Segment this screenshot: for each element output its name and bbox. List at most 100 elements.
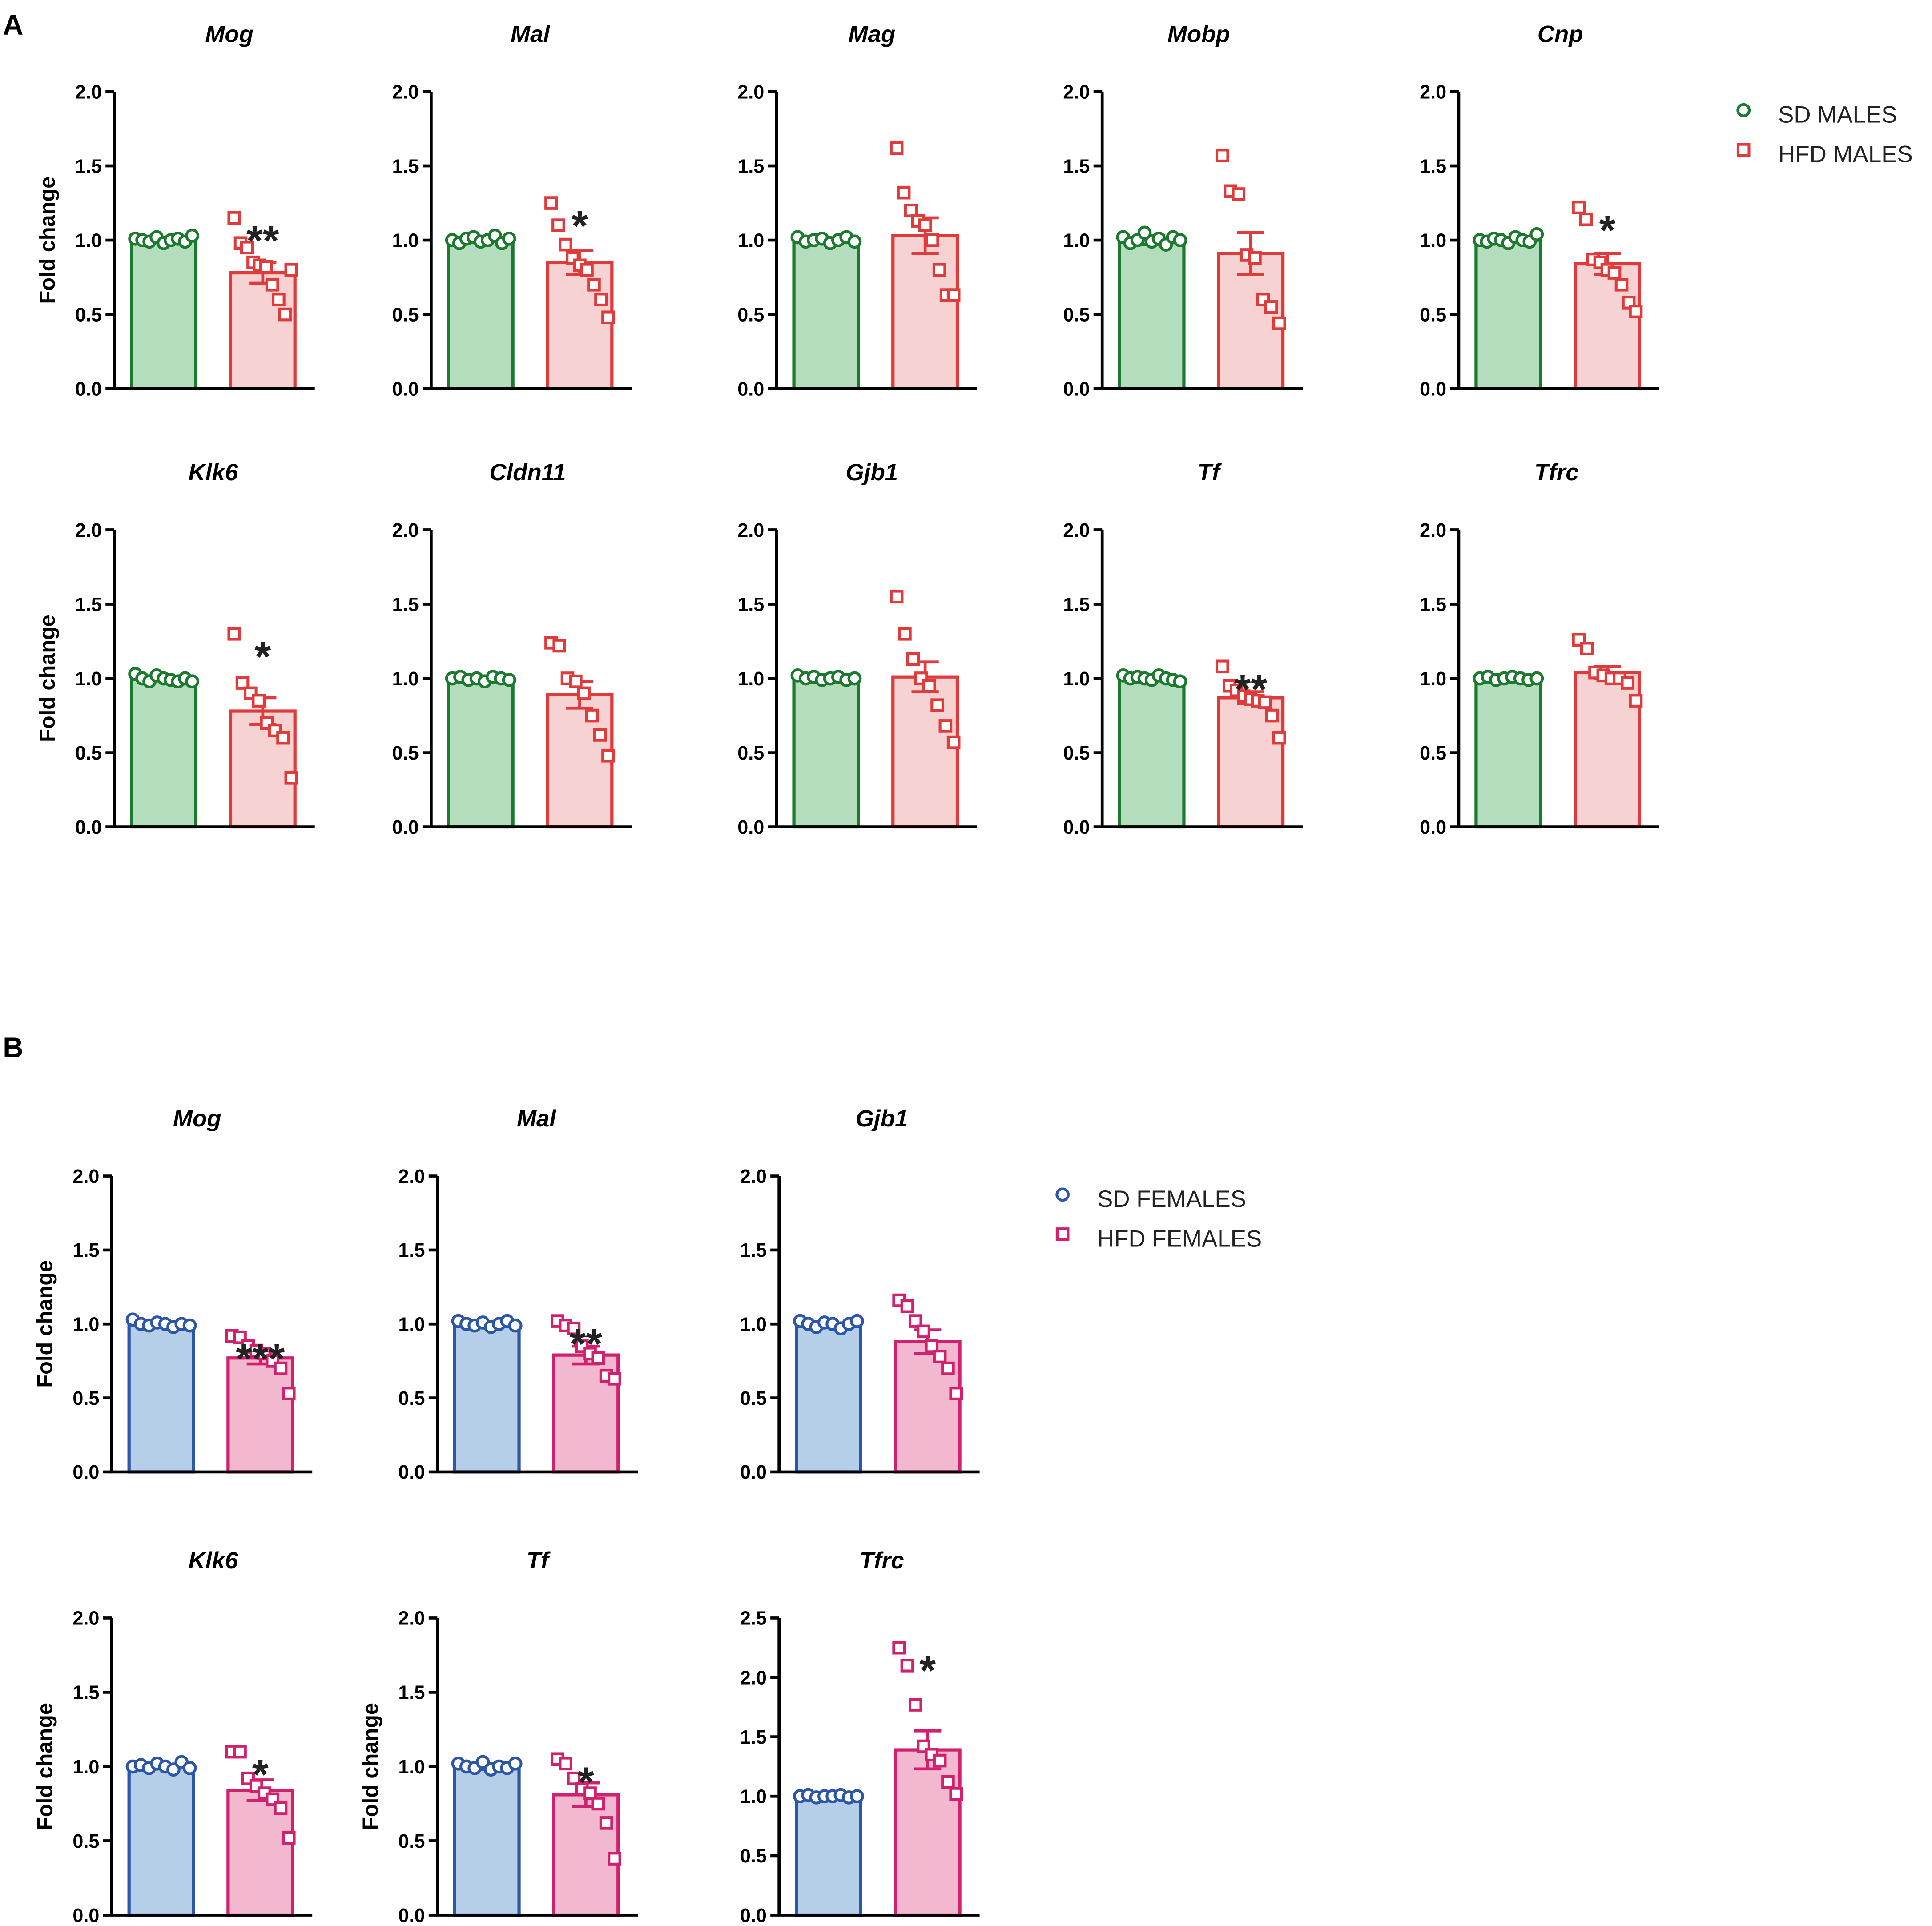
y-tick-label: 1.0 [75,230,102,251]
data-point [900,1299,914,1313]
data-point [265,277,279,292]
y-tick-label: 0.0 [75,378,102,400]
chart-a-cldn11: Cldn11 0.0 0.5 1.0 1.5 2.0 [392,459,632,838]
chart-a-mal: Mal * 0.0 0.5 1.0 1.5 2.0 [392,21,632,400]
y-tick-label: 1.5 [392,156,419,177]
data-point [1215,659,1229,674]
y-tick-label: 0.5 [1420,743,1446,764]
y-axis-label: Fold change [36,615,60,742]
bar-hfd-males [891,234,959,390]
data-point [946,735,961,749]
data-point [252,694,266,708]
bar-sd-females [795,1322,862,1474]
y-tick-label: 1.5 [398,1240,425,1261]
data-point [892,1641,906,1655]
y-tick-label: 1.0 [1063,230,1090,251]
chart-title: Klk6 [189,1548,238,1574]
bar-sd-females [127,1322,195,1474]
data-point [608,1852,621,1866]
data-point [932,263,946,277]
legend-label-hfd-males: HFD MALES [1778,141,1913,168]
data-point [591,1351,605,1365]
bar-sd-males [792,238,860,390]
data-point [1137,225,1152,240]
y-tick-label: 1.0 [737,230,764,251]
y-tick-label: 1.0 [740,1786,767,1808]
chart-title: Gjb1 [846,459,898,486]
y-tick-label: 2.0 [398,1608,425,1629]
y-tick-label: 1.0 [1420,230,1446,251]
y-tick-label: 0.5 [737,743,764,764]
data-point [282,1831,296,1845]
y-tick-label: 0.0 [392,378,419,400]
y-tick-label: 1.5 [75,594,102,615]
data-point [569,674,583,688]
legend-label-hfd-females: HFD FEMALES [1097,1226,1262,1252]
data-point [259,260,273,274]
y-tick-label: 0.5 [1063,304,1090,326]
data-point [599,1816,613,1830]
data-point [282,1387,296,1400]
legend-a: SD MALES HFD MALES [1736,102,1913,168]
data-point [906,652,920,666]
data-point [1272,316,1286,330]
data-point [941,1775,955,1789]
significance-label: * [254,633,271,680]
data-point [922,679,936,693]
data-point [1272,731,1286,745]
legend-b: SD FEMALES HFD FEMALES [1055,1186,1262,1252]
chart-b-tfrc: Tfrc * 0.0 0.5 1.0 1.5 2.0 2.5 [740,1548,980,1926]
data-point [544,196,558,210]
data-point [1621,676,1635,690]
y-tick-label: 1.5 [740,1240,767,1261]
data-point [1593,255,1607,269]
chart-title: Tf [527,1548,551,1574]
data-point [274,1361,288,1375]
y-tick-label: 1.0 [398,1314,425,1335]
data-point [904,203,918,217]
chart-b-klk6: Klk6 * 0.0 0.5 1.0 1.5 2.0 Fold change [33,1548,313,1926]
data-point [585,708,599,723]
bar-sd-males [447,238,515,390]
y-tick-label: 1.5 [398,1682,425,1704]
y-tick-label: 2.0 [72,1166,99,1187]
chart-title: Mag [849,21,896,48]
y-tick-label: 1.5 [1063,156,1090,177]
data-point [508,1756,523,1771]
chart-a-gjb1: Gjb1 0.0 0.5 1.0 1.5 2.0 [737,459,978,838]
data-point [240,241,254,255]
significance-label: ** [570,1320,603,1367]
chart-a-klk6: Klk6 * 0.0 0.5 1.0 1.5 2.0 Fold change [36,459,315,838]
y-tick-label: 1.0 [75,668,102,690]
y-tick-label: 2.0 [1063,520,1090,541]
y-tick-label: 0.5 [392,304,419,326]
y-tick-label: 0.5 [737,304,764,326]
bar-hfd-females [894,1340,962,1474]
data-point [1248,251,1262,265]
data-point [1215,149,1229,162]
chart-b-mal: Mal ** 0.0 0.5 1.0 1.5 2.0 [398,1106,638,1483]
data-point [601,748,615,763]
bar-sd-males [792,676,860,829]
data-point [946,288,961,302]
data-point [1629,694,1643,708]
y-tick-label: 1.5 [392,594,419,615]
panel-letter-a: A [3,9,23,41]
y-tick-label: 2.5 [740,1608,767,1629]
chart-title: Mal [511,21,550,48]
data-point [593,728,607,742]
data-point [930,698,944,712]
y-tick-label: 1.5 [72,1682,99,1704]
data-point [601,310,615,325]
y-tick-label: 1.5 [1420,594,1446,615]
chart-a-tfrc: Tfrc 0.0 0.5 1.0 1.5 2.0 [1420,459,1659,838]
y-tick-label: 1.0 [398,1757,425,1778]
y-axis-label: Fold change [36,177,60,304]
chart-a-mog: Mog ** 0.0 0.5 1.0 1.5 2.0 Fold change [36,21,315,400]
data-point [284,263,298,277]
significance-label: * [919,1647,936,1694]
bar-hfd-females [894,1748,962,1917]
y-tick-label: 0.5 [75,304,102,326]
y-tick-label: 0.5 [392,743,419,764]
bar-sd-females [127,1765,195,1917]
